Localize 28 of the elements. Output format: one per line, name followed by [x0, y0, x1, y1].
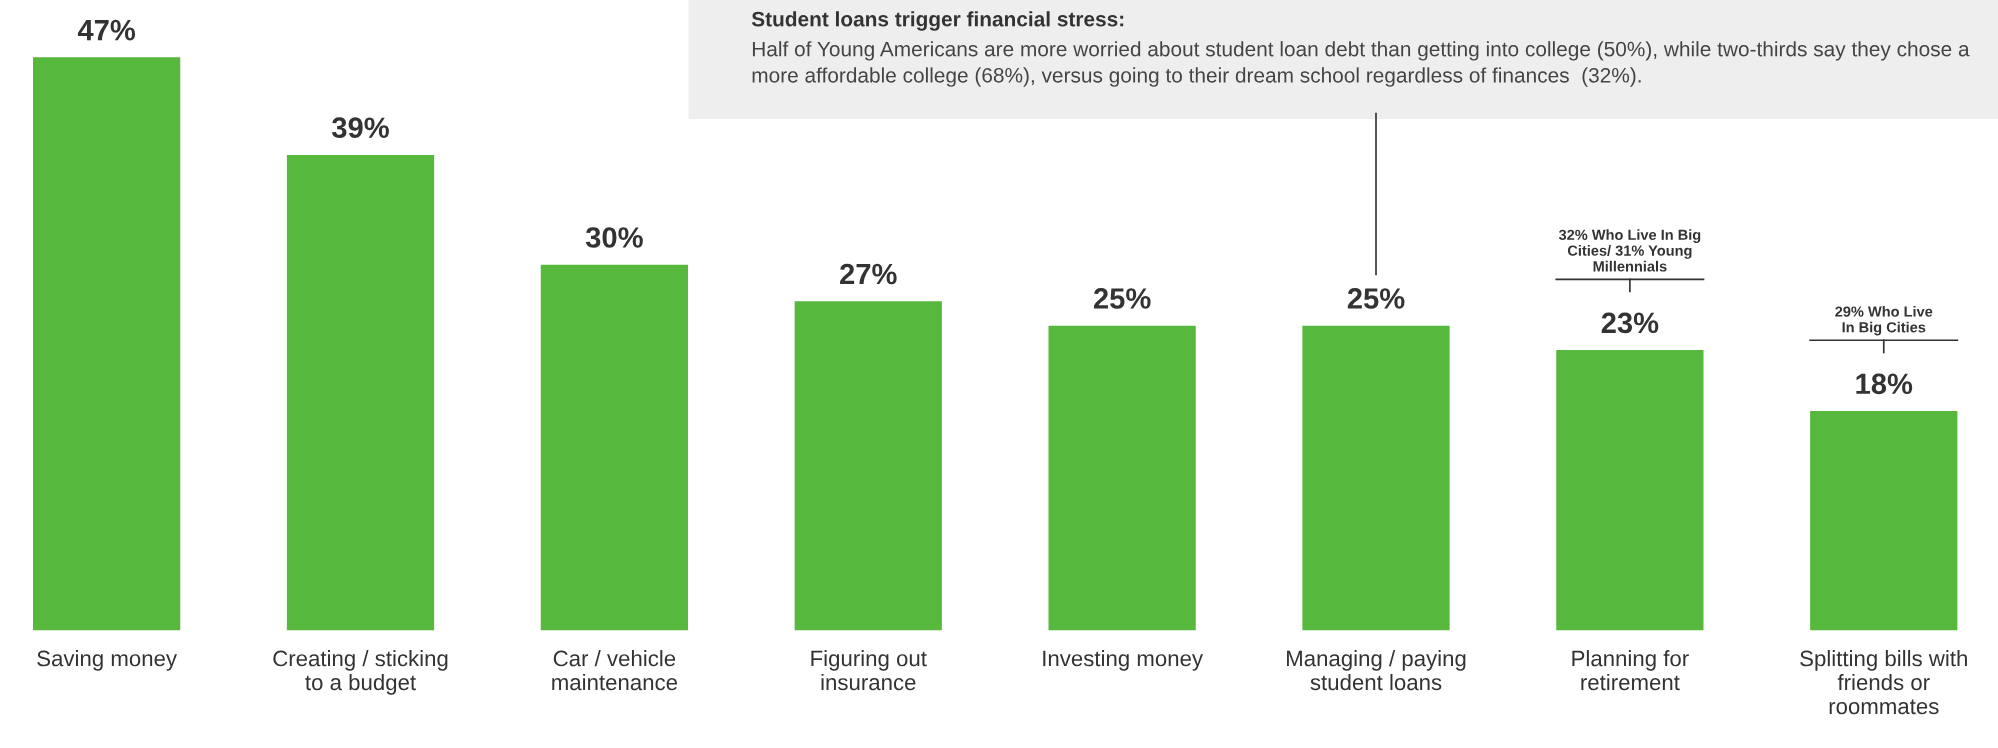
- bar: [1556, 350, 1704, 631]
- x-tick-label: Investing money: [1043, 650, 1203, 671]
- data-label: 47%: [77, 19, 136, 41]
- bar: [1048, 325, 1196, 631]
- x-tick-label: Saving money: [37, 650, 177, 671]
- text: Student loans trigger financial stress:: [751, 11, 1124, 31]
- bar: [1810, 411, 1958, 631]
- bar: [286, 154, 435, 631]
- data-label: 39%: [331, 117, 389, 139]
- annotation: Half of Young Americans are more worried about student loan debt than getting into college (50%), while two-thirds say they chose a more affordable college (68%), versus going to their dream school regardless of finances (32%).: [752, 41, 1970, 87]
- bar: [540, 264, 688, 631]
- annotation: 29% Who Live In Big Cities: [1835, 306, 1933, 336]
- data-label: 30%: [585, 227, 643, 248]
- data-label: 18%: [1856, 373, 1913, 395]
- x-tick-label: Car / vehicle maintenance: [552, 650, 678, 691]
- bar: [33, 57, 181, 631]
- annotation: 32% Who Live In Big Cities/ 31% Young Millennials: [1558, 229, 1701, 272]
- data-label: 25%: [1093, 288, 1151, 309]
- x-tick-label: Creating / sticking to a budget: [273, 650, 448, 695]
- data-label: 23%: [1601, 312, 1659, 334]
- data-label: 25%: [1347, 288, 1405, 309]
- data-label: 27%: [840, 263, 897, 285]
- bar: [1302, 325, 1450, 631]
- x-tick-label: Splitting bills with friends or roommates: [1800, 650, 1967, 715]
- x-tick-label: Figuring out insurance: [811, 650, 927, 691]
- bar: [794, 301, 942, 631]
- x-tick-label: Planning for retirement: [1572, 650, 1689, 691]
- x-tick-label: Managing / paying student loans: [1287, 650, 1466, 691]
